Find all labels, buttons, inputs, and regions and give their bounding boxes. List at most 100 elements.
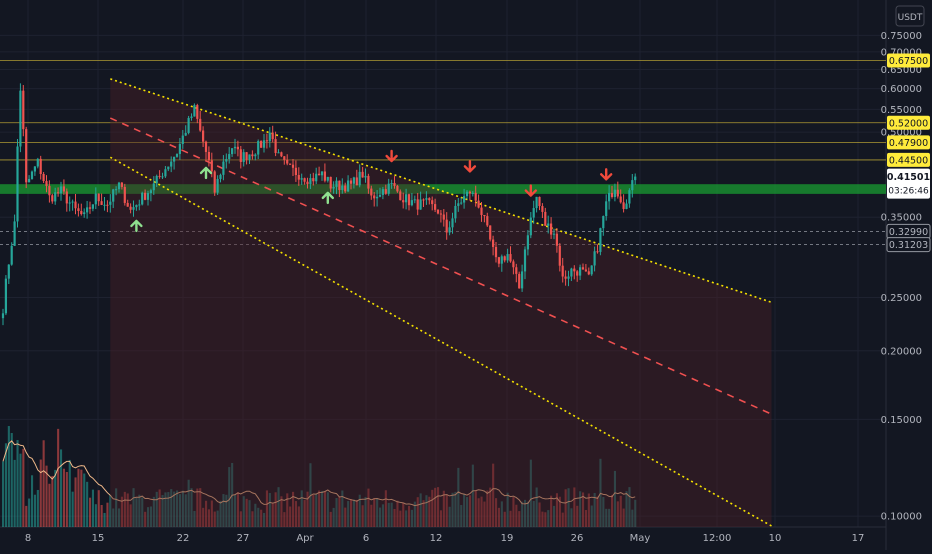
candle-body [80,211,83,215]
candle-body [236,146,239,150]
volume-bar [483,501,486,527]
volume-bar [541,511,544,527]
candle-body [91,204,94,209]
candle-body [323,171,326,181]
volume-bar [611,494,614,527]
volume-bar [292,491,295,527]
currency-label: USDT [898,13,923,23]
candle-body [341,185,344,190]
candle-body [338,180,341,190]
candle-body [370,188,373,196]
volume-bar [257,507,260,527]
candle-body [428,198,431,201]
volume-bar [167,492,170,527]
y-tick-label: 0.50000 [881,128,922,139]
candle-body [581,267,585,270]
volume-bar [242,496,245,527]
dashed-level-tag: 0.32990 [889,227,928,238]
candle-body [1,313,5,319]
x-tick-label: 26 [571,533,584,544]
volume-bar [94,504,97,527]
candle-body [54,192,57,202]
candle-body [405,194,408,203]
candle-body [373,195,376,199]
volume-bar [410,509,413,527]
volume-bar [492,463,495,527]
candle-body [30,171,34,179]
signal-arrows [130,149,613,233]
volume-bar [358,494,361,527]
volume-bar [480,496,483,527]
volume-bar [582,492,585,527]
candle-body [68,202,71,204]
volume-bar [596,496,599,527]
volume-bar [196,488,199,527]
volume-bar [36,489,39,527]
channel-upper-line [110,78,772,304]
currency-badge[interactable]: USDT [895,5,925,27]
candle-body [344,185,347,192]
x-tick-label: 12:00 [703,533,732,544]
volume-bar [68,459,71,527]
volume-bar [228,467,231,527]
volume-bar [207,509,210,527]
candle-body [494,246,498,258]
candle-body [396,185,399,192]
volume-bar [173,491,176,527]
x-tick-label: 6 [363,533,369,544]
candle-body [204,141,208,152]
candle-body [587,271,590,275]
candle-body [88,207,92,209]
candle-body [521,271,524,289]
volume-bar [25,505,28,527]
volume-bar [442,490,445,527]
candle-body [468,191,471,194]
candle-body [393,182,396,186]
candle-body [152,183,155,191]
candle-body [193,105,196,117]
candle-body [483,214,486,217]
volume-bar [460,505,463,527]
volume-bar [370,504,373,527]
candle-body [175,154,179,157]
volume-bar [619,495,622,527]
candle-body [436,209,440,214]
level-tag: 0.47900 [889,138,928,149]
volume-bar [561,512,564,527]
volume-bar [193,510,196,527]
volume-bar [248,500,251,527]
volume-bar [112,508,115,527]
candle-body [117,182,121,190]
candle-body [199,118,202,131]
volume-bar [158,489,161,527]
candle-body [86,207,89,213]
candle-body [245,152,248,160]
volume-bar [91,489,94,527]
candle-body [390,182,393,184]
volume-bar [416,497,419,527]
candle-body [593,251,596,266]
price-axis[interactable]: 0.75000 0.70000 0.65000 0.60000 0.55000 0.500… [881,31,922,523]
candle-body [532,208,535,218]
candle-body [579,267,582,276]
candle-body [33,166,36,172]
channel-mid-line [109,117,772,415]
candle-body [492,239,495,247]
volume-bar [39,459,42,527]
volume-bar [312,495,315,527]
volume-bar [33,494,36,527]
volume-bar [509,510,512,527]
volume-bar [521,501,524,527]
candle-body [387,183,390,194]
x-tick-label: 10 [769,533,782,544]
candle-body [202,130,205,142]
candle-body [332,186,335,189]
volume-bar [74,477,77,527]
volume-bar [590,505,593,527]
candle-body [347,180,350,192]
time-axis[interactable]: 8 15 22 27 Apr 6 12 19 26 May 12:00 10 17 [25,533,865,544]
candle-body [419,199,422,210]
candle-body [352,177,355,184]
candle-body [233,146,237,149]
